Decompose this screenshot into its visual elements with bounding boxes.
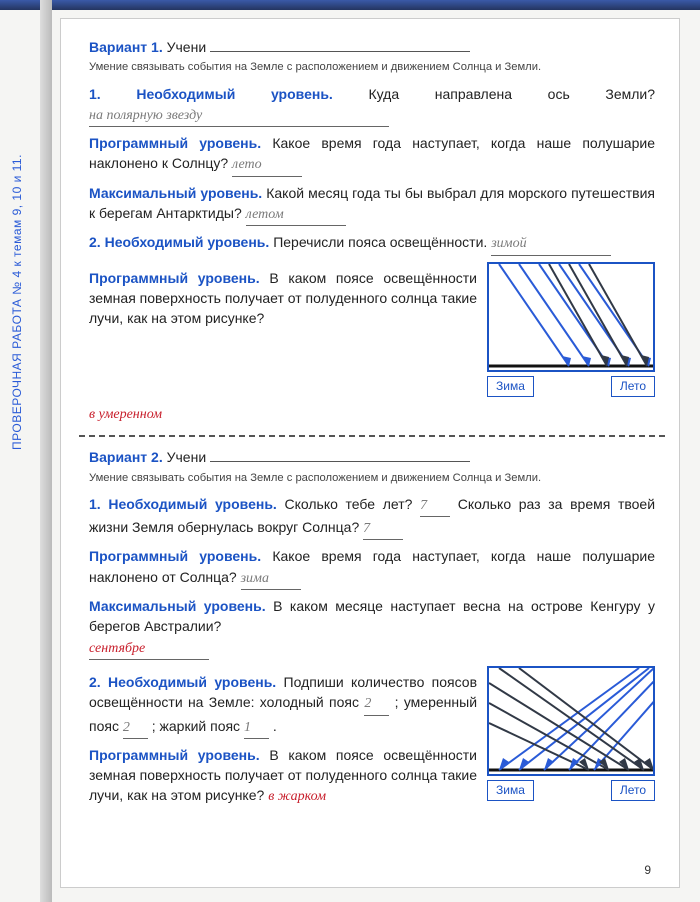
answer-field[interactable]: на полярную звезду — [89, 106, 389, 127]
answer-red[interactable]: сентябре — [89, 639, 209, 660]
student-name-field-1[interactable] — [210, 51, 470, 52]
v2-q1: 1. Необходимый уровень. Сколько тебе лет… — [89, 494, 655, 541]
answer-field[interactable]: лето — [232, 155, 302, 176]
q-text: Перечисли пояса освещённости. — [273, 234, 487, 250]
variant-divider — [79, 435, 665, 437]
v2-q1b: Программный уровень. Какое время года на… — [89, 546, 655, 590]
q-text: ; жаркий пояс — [152, 718, 240, 734]
answer-field[interactable]: зима — [241, 569, 301, 590]
answer-field[interactable]: 7 — [420, 496, 450, 517]
q-num: 1. — [89, 86, 101, 102]
q-text: Сколько тебе лет? — [284, 496, 412, 512]
student-name-field-2[interactable] — [210, 461, 470, 462]
fig-label-winter: Зима — [487, 376, 534, 397]
variant1-title: Вариант 1. — [89, 39, 163, 55]
variant2-subtitle: Умение связывать события на Земле с расп… — [89, 470, 655, 486]
answer-red[interactable]: в умеренном — [89, 407, 162, 422]
answer-field[interactable]: 1 — [244, 718, 269, 739]
q-level: Максимальный уровень. — [89, 598, 266, 614]
v1-q2b-answer: в умеренном — [89, 403, 655, 425]
q-level: Необходимый уровень. — [108, 496, 276, 512]
side-label: ПРОВЕРОЧНАЯ РАБОТА № 4 к темам 9, 10 и 1… — [10, 154, 24, 450]
q-text: Куда направлена ось Земли? — [368, 86, 655, 102]
variant1-header: Вариант 1. Учени — [89, 37, 655, 57]
figure-1: Зима Лето — [487, 262, 655, 397]
q-text: . — [273, 718, 277, 734]
book-binding — [40, 0, 52, 902]
ray-diagram-svg — [489, 264, 655, 372]
page-number: 9 — [644, 862, 651, 879]
fig-label-summer: Лето — [611, 376, 655, 397]
answer-field[interactable]: зимой — [491, 234, 611, 255]
q-level: Программный уровень. — [89, 747, 260, 763]
answer-field[interactable]: 7 — [363, 519, 403, 540]
v1-q1b: Программный уровень. Какое время года на… — [89, 133, 655, 177]
q-num: 2. — [89, 674, 101, 690]
ray-diagram-svg — [489, 668, 655, 776]
q-num: 1. — [89, 496, 101, 512]
variant2-title: Вариант 2. — [89, 449, 163, 465]
answer-red[interactable]: в жарком — [268, 789, 326, 804]
q-level: Программный уровень. — [89, 135, 261, 151]
v1-q1: 1. Необходимый уровень. Куда направлена … — [89, 84, 655, 128]
answer-field[interactable]: 2 — [364, 694, 389, 715]
answer-field[interactable]: летом — [246, 205, 346, 226]
q-level: Максимальный уровень. — [89, 185, 262, 201]
v2-q1c: Максимальный уровень. В каком месяце нас… — [89, 596, 655, 660]
student-label-1: Учени — [167, 39, 207, 55]
q-level: Необходимый уровень. — [108, 674, 276, 690]
v2-q2-with-figure: 2. Необходимый уровень. Подпиши количест… — [89, 666, 655, 814]
q-num: 2. — [89, 234, 101, 250]
v1-q1c: Максимальный уровень. Какой месяц года т… — [89, 183, 655, 227]
fig-label-winter: Зима — [487, 780, 534, 801]
worksheet-page: Вариант 1. Учени Умение связывать событи… — [60, 18, 680, 888]
student-label-2: Учени — [167, 449, 207, 465]
v1-q2: 2. Необходимый уровень. Перечисли пояса … — [89, 232, 655, 255]
variant2-header: Вариант 2. Учени — [89, 447, 655, 467]
q-level: Необходимый уровень. — [105, 234, 270, 250]
answer-field[interactable]: 2 — [123, 718, 148, 739]
book-top-edge — [0, 0, 700, 10]
q-level: Необходимый уровень. — [136, 86, 332, 102]
variant1-subtitle: Умение связывать события на Земле с расп… — [89, 59, 655, 75]
q-level: Программный уровень. — [89, 548, 261, 564]
fig-label-summer: Лето — [611, 780, 655, 801]
q-level: Программный уровень. — [89, 270, 260, 286]
v1-q2b-with-figure: Программный уровень. В каком поясе освещ… — [89, 262, 655, 397]
figure-2: Зима Лето — [487, 666, 655, 801]
